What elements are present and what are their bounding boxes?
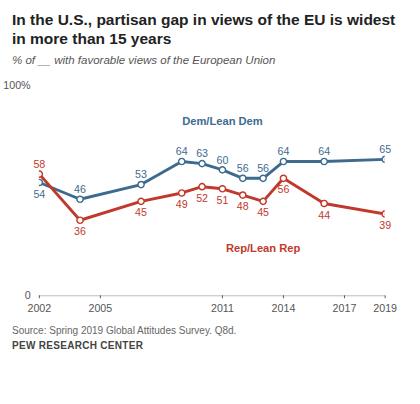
svg-text:Rep/Lean Rep: Rep/Lean Rep xyxy=(226,242,301,254)
svg-text:2017: 2017 xyxy=(333,302,357,314)
html-text:% of __ with favorable views o: % of __ with favorable views of the Euro… xyxy=(12,54,276,66)
html-text:Source: Spring 2019 Global Att: Source: Spring 2019 Global Attitudes Sur… xyxy=(12,324,237,336)
svg-text:56: 56 xyxy=(278,183,290,195)
svg-text:45: 45 xyxy=(257,206,269,218)
svg-text:53: 53 xyxy=(135,168,147,180)
svg-text:100%: 100% xyxy=(3,79,31,91)
html-text:PEW RESEARCH CENTER: PEW RESEARCH CENTER xyxy=(12,339,144,351)
svg-text:2005: 2005 xyxy=(89,302,113,314)
svg-text:48: 48 xyxy=(237,200,249,212)
svg-text:56: 56 xyxy=(257,162,269,174)
svg-text:51: 51 xyxy=(216,194,228,206)
html-text:In the U.S., partisan gap in v: In the U.S., partisan gap in views of th… xyxy=(12,11,396,47)
svg-text:2019: 2019 xyxy=(373,302,397,314)
svg-text:49: 49 xyxy=(176,198,188,210)
svg-text:64: 64 xyxy=(278,145,290,157)
svg-text:58: 58 xyxy=(33,158,45,170)
svg-text:46: 46 xyxy=(74,183,86,195)
svg-text:2014: 2014 xyxy=(272,302,296,314)
svg-text:Dem/Lean Dem: Dem/Lean Dem xyxy=(182,115,263,127)
svg-text:44: 44 xyxy=(318,209,330,221)
svg-text:60: 60 xyxy=(216,154,228,166)
svg-text:63: 63 xyxy=(196,147,208,159)
svg-text:64: 64 xyxy=(318,145,330,157)
svg-text:54: 54 xyxy=(33,188,45,200)
svg-text:52: 52 xyxy=(196,192,208,204)
svg-text:56: 56 xyxy=(237,162,249,174)
svg-text:39: 39 xyxy=(379,219,391,231)
svg-text:45: 45 xyxy=(135,206,147,218)
svg-text:0: 0 xyxy=(25,289,31,301)
svg-text:2011: 2011 xyxy=(211,302,234,314)
svg-text:65: 65 xyxy=(379,143,391,155)
svg-text:64: 64 xyxy=(176,145,188,157)
svg-text:36: 36 xyxy=(74,225,86,237)
svg-text:2002: 2002 xyxy=(27,302,51,314)
